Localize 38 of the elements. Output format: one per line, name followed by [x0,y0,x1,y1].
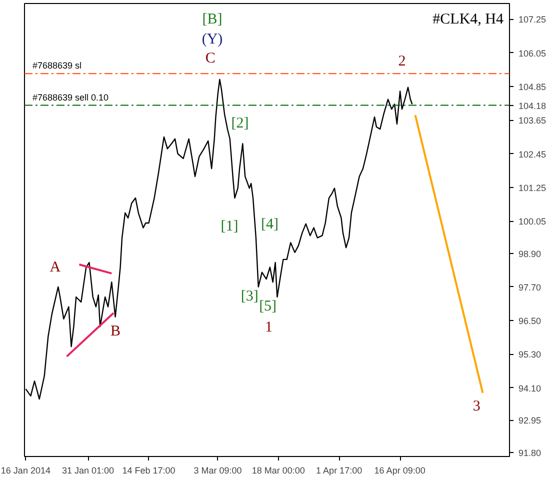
annotation: [4] [260,216,278,232]
y-tick-label: 100.05 [518,216,546,227]
x-tick-label: 16 Apr 09:00 [374,466,426,476]
y-tick-label: 98.90 [518,248,542,259]
y-tick-label: 96.50 [518,316,542,326]
y-tick-label: 102.45 [518,149,546,160]
x-tick-label: 14 Feb 17:00 [122,466,176,476]
annotation: [1] [220,218,238,234]
annotation: [2] [231,116,249,132]
annotation: 3 [472,398,480,414]
x-tick-label: 3 Mar 09:00 [194,466,242,476]
y-tick-label: 95.30 [518,350,542,360]
y-tick-label: 94.10 [518,383,542,394]
text: #CLK4, H4 [432,12,504,28]
y-tick-label: 91.80 [518,448,542,458]
annotation: 2 [398,53,406,70]
y-tick-label: 104.18 [518,100,546,111]
y-tick-label: 107.25 [518,14,546,25]
annotation: A [50,260,61,276]
y-tick-label: 103.65 [518,116,546,126]
annotation: C [205,50,216,66]
y-tick-label: 101.25 [518,182,546,193]
annotation: [5] [259,298,277,314]
y-tick-label: 97.70 [518,282,542,292]
x-tick-label: 1 Apr 17:00 [316,466,362,476]
annotation: [B] [202,12,222,28]
x-tick-label: 31 Jan 01:00 [62,466,114,476]
y-tick-label: 92.95 [518,416,542,426]
annotation: (Y) [202,32,223,48]
ref-line-label: #7688639 sl [32,60,82,71]
annotation: [3] [240,288,258,304]
x-tick-label: 16 Jan 2014 [0,466,50,476]
annotation: 1 [265,320,273,336]
annotation: B [110,324,121,340]
y-tick-label: 104.85 [518,82,546,92]
x-tick-label: 18 Mar 00:00 [252,466,305,476]
ref-line-label: #7688639 sell 0.10 [32,92,109,102]
y-tick-label: 106.05 [518,48,546,58]
